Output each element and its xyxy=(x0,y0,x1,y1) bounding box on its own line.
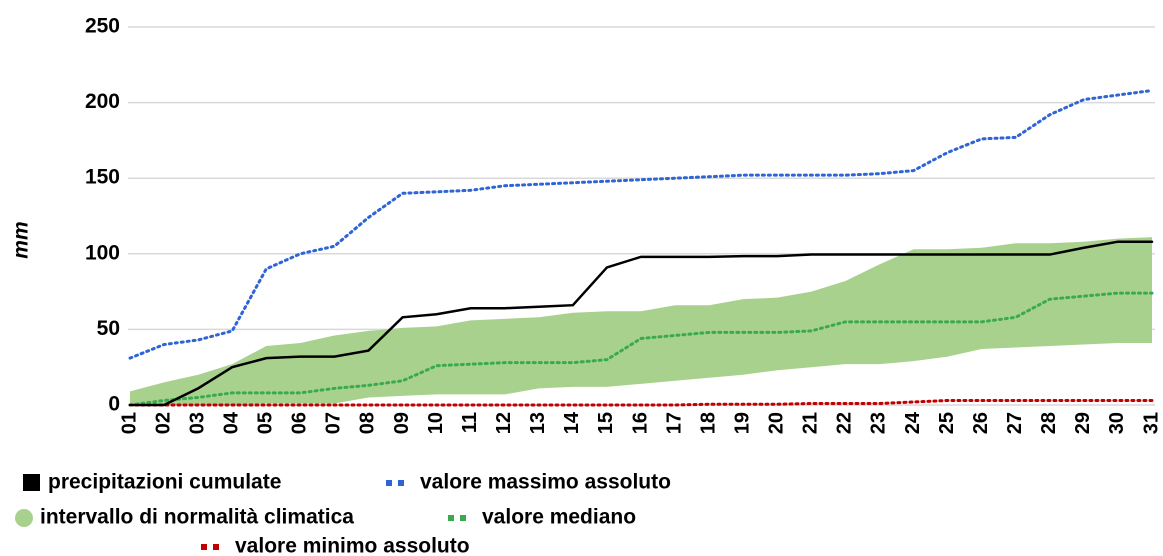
x-tick-label: 28 xyxy=(1038,412,1060,434)
x-tick-label: 16 xyxy=(629,412,651,434)
x-tick-label: 22 xyxy=(834,412,856,434)
x-tick-label: 26 xyxy=(970,412,992,434)
series-line xyxy=(128,89,1154,360)
x-tick-label: 29 xyxy=(1072,412,1094,434)
x-tick-label: 01 xyxy=(118,412,140,434)
x-tick-label: 06 xyxy=(289,412,311,434)
x-tick-label: 21 xyxy=(800,412,822,434)
x-tick-label: 02 xyxy=(152,412,174,434)
x-tick-label: 08 xyxy=(357,412,379,434)
series-line xyxy=(128,291,1154,407)
y-tick-label: 150 xyxy=(85,166,120,189)
x-tick-label: 09 xyxy=(391,412,413,434)
x-tick-label: 27 xyxy=(1004,412,1026,434)
x-tick-label: 25 xyxy=(936,412,958,434)
legend-marker xyxy=(15,509,33,527)
x-tick-label: 14 xyxy=(561,411,583,434)
legend-label: valore minimo assoluto xyxy=(235,535,470,556)
x-tick-label: 24 xyxy=(902,411,924,434)
x-tick-label: 13 xyxy=(527,412,549,434)
x-tick-label: 10 xyxy=(425,412,447,434)
series-line xyxy=(128,398,1154,407)
series-line xyxy=(128,240,1154,407)
x-tick-label: 11 xyxy=(459,412,481,433)
legend-label: precipitazioni cumulate xyxy=(48,471,281,494)
x-tick-label: 31 xyxy=(1140,412,1162,434)
x-tick-label: 03 xyxy=(186,412,208,434)
x-tick-label: 17 xyxy=(663,412,685,434)
legend-label: valore massimo assoluto xyxy=(420,471,671,494)
x-tick-label: 23 xyxy=(868,412,890,434)
legend-label: intervallo di normalità climatica xyxy=(40,506,354,529)
x-tick-label: 20 xyxy=(766,412,788,434)
legend-label: valore mediano xyxy=(482,506,636,529)
legend-marker xyxy=(23,474,40,491)
y-tick-label: 250 xyxy=(85,15,120,38)
x-tick-label: 15 xyxy=(595,412,617,434)
y-tick-label: 100 xyxy=(85,241,120,264)
y-tick-label: 200 xyxy=(85,90,120,113)
y-axis-label: mm xyxy=(10,221,33,258)
x-tick-label: 07 xyxy=(323,412,345,434)
x-tick-label: 05 xyxy=(255,412,277,434)
x-tick-label: 12 xyxy=(493,412,515,434)
x-tick-label: 19 xyxy=(731,412,753,434)
x-tick-label: 30 xyxy=(1106,412,1128,434)
x-tick-label: 04 xyxy=(220,411,242,434)
y-tick-label: 50 xyxy=(97,317,120,340)
y-tick-label: 0 xyxy=(108,393,120,416)
x-tick-label: 18 xyxy=(697,412,719,434)
normal-range-band xyxy=(130,237,1152,405)
